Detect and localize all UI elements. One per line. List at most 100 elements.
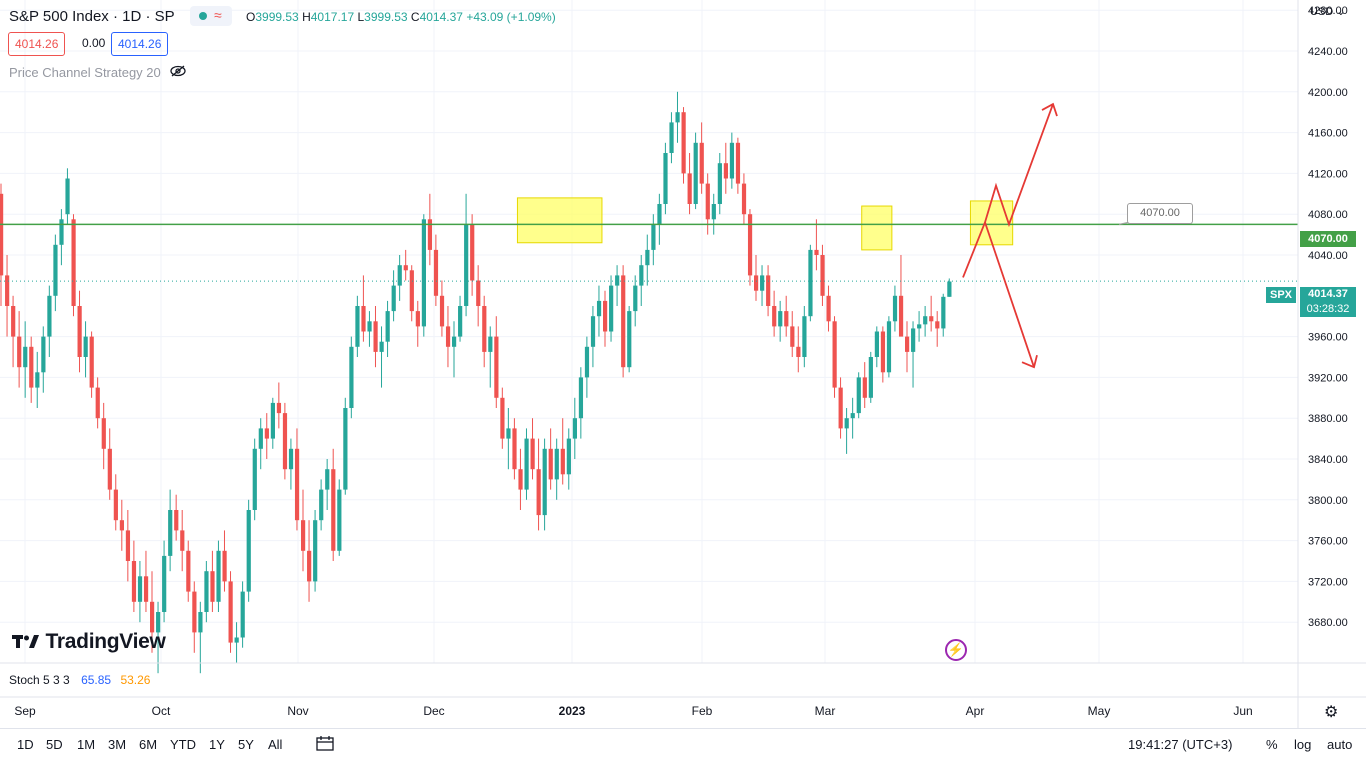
candle-body [301, 520, 306, 551]
y-tick-label: 4240.00 [1308, 46, 1348, 58]
candle-body [917, 324, 922, 329]
candle-body [107, 448, 112, 490]
x-tick-label: Jun [1233, 704, 1252, 718]
candle-body [717, 163, 722, 204]
timeframe-1m[interactable]: 1M [77, 737, 96, 752]
candle-body [476, 280, 481, 306]
timeframe-5y[interactable]: 5Y [238, 737, 254, 752]
x-tick-label: 2023 [559, 704, 586, 718]
candle-body [294, 448, 300, 521]
sell-price-box[interactable]: 4014.26 [8, 32, 66, 56]
candle-body [856, 377, 861, 414]
candle-body [741, 183, 747, 215]
timeframe-all[interactable]: All [268, 737, 283, 752]
tradingview-logo[interactable]: TradingView [12, 630, 166, 654]
timeframe-6m[interactable]: 6M [139, 737, 158, 752]
candle-body [349, 346, 354, 408]
y-tick-label: 4280.00 [1308, 5, 1348, 17]
candle-body [482, 306, 487, 352]
candle-body [89, 336, 94, 388]
candle-body [929, 316, 934, 322]
x-tick-label: Sep [14, 704, 36, 718]
timeframe-3m[interactable]: 3M [108, 737, 127, 752]
candle-body [603, 300, 608, 332]
candle-body [898, 295, 904, 337]
level-callout[interactable]: 4070.00 [1127, 203, 1193, 224]
scale-auto-button[interactable]: auto [1327, 737, 1353, 752]
candle-body [313, 520, 318, 582]
scale-percent-button[interactable]: % [1266, 737, 1278, 752]
timeframe-1y[interactable]: 1Y [209, 737, 225, 752]
candle-body [331, 469, 336, 551]
flash-icon[interactable]: ⚡ [945, 639, 967, 661]
candle-body [23, 346, 28, 368]
candle-body [633, 285, 638, 312]
candle-body [246, 510, 251, 592]
timeframe-1d[interactable]: 1D [17, 737, 34, 752]
candle-body [343, 408, 348, 490]
stoch-legend[interactable]: Stoch 5 3 3 65.85 53.26 [9, 673, 151, 687]
bottom-toolbar [0, 728, 1366, 769]
y-tick-label: 3920.00 [1308, 372, 1348, 384]
eye-off-icon[interactable] [170, 65, 187, 80]
candle-body [470, 224, 475, 281]
candle-body [868, 357, 873, 398]
candle-body [778, 311, 783, 327]
y-tick-label: 4120.00 [1308, 168, 1348, 180]
candle-body [735, 142, 741, 184]
candle-body [615, 275, 620, 286]
symbol-title[interactable]: S&P 500 Index · 1D · SP [9, 8, 175, 25]
candle-body [150, 601, 155, 633]
bullish-projection [962, 103, 1054, 278]
candle-body [168, 510, 173, 556]
candle-body [645, 249, 650, 266]
projection-arrows [962, 102, 1058, 369]
candle-body [5, 275, 10, 306]
calendar-range-icon[interactable] [316, 735, 334, 755]
candle-body [464, 224, 469, 306]
candle-body [65, 178, 70, 215]
candle-body [693, 142, 698, 204]
candle-body [143, 576, 149, 602]
candle-body [880, 331, 886, 373]
candle-body [276, 402, 282, 414]
candle-body [337, 489, 342, 551]
candle-body [113, 489, 118, 521]
settings-gear-icon[interactable]: ⚙ [1324, 704, 1339, 721]
candle-body [548, 448, 553, 480]
candle-body [41, 336, 46, 373]
candle-body [729, 142, 735, 179]
status-pill[interactable]: ≈ [190, 6, 232, 26]
y-tick-label: 3800.00 [1308, 495, 1348, 507]
currency-selector[interactable]: USD ⌄ [1310, 6, 1346, 18]
buy-price-box[interactable]: 4014.26 [111, 32, 169, 56]
candle-body [162, 555, 167, 612]
y-tick-label: 3880.00 [1308, 413, 1348, 425]
clock[interactable]: 19:41:27 (UTC+3) [1128, 737, 1233, 752]
candle-body [699, 142, 704, 184]
candle-body [77, 306, 82, 357]
candle-body [180, 530, 185, 551]
x-tick-label: Nov [287, 704, 308, 718]
scale-log-button[interactable]: log [1294, 737, 1312, 752]
candle-body [820, 255, 825, 296]
candle-body [663, 153, 668, 204]
timeframe-ytd[interactable]: YTD [170, 737, 196, 752]
last-price-label: 4014.37 03:28:32 [1300, 287, 1356, 317]
candle-body [488, 336, 493, 352]
candle-body [288, 448, 294, 470]
candle-body [506, 428, 511, 439]
candle-body [427, 219, 433, 250]
timeframe-5d[interactable]: 5D [46, 737, 63, 752]
candle-body [566, 438, 571, 475]
candle-body [319, 489, 324, 521]
candle-body [536, 469, 541, 516]
candle-body [222, 550, 227, 582]
y-tick-label: 4040.00 [1308, 250, 1348, 262]
candle-body [445, 326, 451, 347]
strategy-legend[interactable]: Price Channel Strategy 20 [9, 65, 187, 80]
candle-body [802, 316, 807, 357]
bearish-projection [984, 222, 1035, 368]
candle-body [494, 336, 499, 398]
